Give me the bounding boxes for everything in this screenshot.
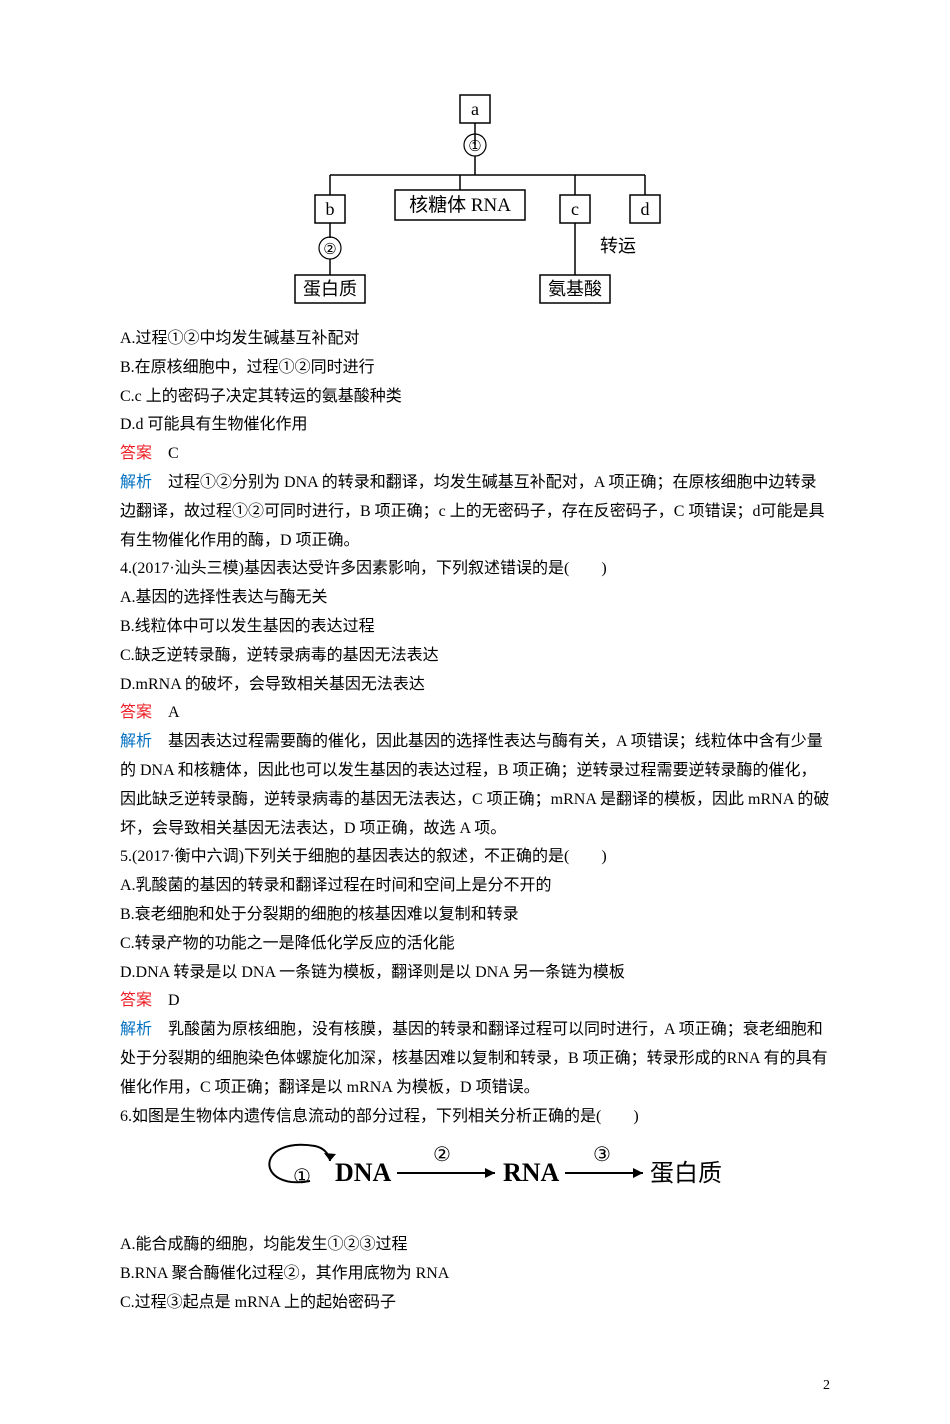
q6-option-c: C.过程③起点是 mRNA 上的起始密码子 xyxy=(120,1289,830,1318)
q4-option-a: A.基因的选择性表达与酶无关 xyxy=(120,584,830,613)
answer-label: 答案 xyxy=(120,992,152,1009)
box-c-label: c xyxy=(571,199,579,219)
q4-analysis: 解析 基因表达过程需要酶的催化，因此基因的选择性表达与酶有关，A 项错误；线粒体… xyxy=(120,728,830,843)
d2-circle-3: ③ xyxy=(593,1144,611,1166)
box-a-label: a xyxy=(471,99,479,119)
q5-analysis: 解析 乳酸菌为原核细胞，没有核膜，基因的转录和翻译过程可以同时进行，A 项正确；… xyxy=(120,1016,830,1102)
q5-option-d: D.DNA 转录是以 DNA 一条链为模板，翻译则是以 DNA 另一条链为模板 xyxy=(120,959,830,988)
circle-2-label: ② xyxy=(323,242,336,258)
q3-option-b: B.在原核细胞中，过程①②同时进行 xyxy=(120,354,830,383)
q3-option-d: D.d 可能具有生物催化作用 xyxy=(120,411,830,440)
q5-stem: 5.(2017·衡中六调)下列关于细胞的基因表达的叙述，不正确的是( ) xyxy=(120,843,830,872)
d2-dna: DNA xyxy=(335,1158,392,1187)
q5-option-b: B.衰老细胞和处于分裂期的细胞的核基因难以复制和转录 xyxy=(120,901,830,930)
q5-analysis-text: 乳酸菌为原核细胞，没有核膜，基因的转录和翻译过程可以同时进行，A 项正确；衰老细… xyxy=(120,1021,828,1096)
q3-option-c: C.c 上的密码子决定其转运的氨基酸种类 xyxy=(120,383,830,412)
q6-option-a: A.能合成酶的细胞，均能发生①②③过程 xyxy=(120,1231,830,1260)
q5-answer-value: D xyxy=(152,992,180,1009)
box-center-label: 核糖体 RNA xyxy=(409,194,511,216)
q4-stem: 4.(2017·汕头三模)基因表达受许多因素影响，下列叙述错误的是( ) xyxy=(120,555,830,584)
d2-circle-1: ① xyxy=(293,1166,311,1188)
q4-option-c: C.缺乏逆转录酶，逆转录病毒的基因无法表达 xyxy=(120,642,830,671)
q4-option-b: B.线粒体中可以发生基因的表达过程 xyxy=(120,613,830,642)
q5-option-c: C.转录产物的功能之一是降低化学反应的活化能 xyxy=(120,930,830,959)
q5-answer: 答案 D xyxy=(120,987,830,1016)
d2-circle-2: ② xyxy=(433,1144,451,1166)
q6-stem: 6.如图是生物体内遗传信息流动的部分过程，下列相关分析正确的是( ) xyxy=(120,1103,830,1132)
page-number: 2 xyxy=(0,1358,950,1424)
q4-option-d: D.mRNA 的破坏，会导致相关基因无法表达 xyxy=(120,671,830,700)
circle-1-label: ① xyxy=(468,139,481,155)
diagram-rna-flow: a ① 核糖体 RNA b c d xyxy=(120,90,830,305)
analysis-label: 解析 xyxy=(120,474,152,491)
q3-answer: 答案 C xyxy=(120,440,830,469)
transport-label: 转运 xyxy=(600,236,636,256)
answer-label: 答案 xyxy=(120,704,152,721)
q3-option-a: A.过程①②中均发生碱基互补配对 xyxy=(120,325,830,354)
d2-protein: 蛋白质 xyxy=(650,1160,722,1187)
box-protein-label: 蛋白质 xyxy=(303,279,357,299)
analysis-label: 解析 xyxy=(120,733,152,750)
q4-answer-value: A xyxy=(152,704,180,721)
q4-analysis-text: 基因表达过程需要酶的催化，因此基因的选择性表达与酶有关，A 项错误；线粒体中含有… xyxy=(120,733,829,836)
q3-answer-value: C xyxy=(152,445,179,462)
box-amino-label: 氨基酸 xyxy=(548,279,602,299)
answer-label: 答案 xyxy=(120,445,152,462)
box-b-label: b xyxy=(326,199,335,219)
q3-analysis-text: 过程①②分别为 DNA 的转录和翻译，均发生碱基互补配对，A 项正确；在原核细胞… xyxy=(120,474,824,549)
analysis-label: 解析 xyxy=(120,1021,152,1038)
q5-option-a: A.乳酸菌的基因的转录和翻译过程在时间和空间上是分不开的 xyxy=(120,872,830,901)
d2-rna: RNA xyxy=(503,1158,560,1187)
q4-answer: 答案 A xyxy=(120,699,830,728)
q6-option-b: B.RNA 聚合酶催化过程②，其作用底物为 RNA xyxy=(120,1260,830,1289)
box-d-label: d xyxy=(641,199,650,219)
q3-analysis: 解析 过程①②分别为 DNA 的转录和翻译，均发生碱基互补配对，A 项正确；在原… xyxy=(120,469,830,555)
diagram-central-dogma: ① DNA ② RNA ③ 蛋白质 xyxy=(120,1131,830,1211)
